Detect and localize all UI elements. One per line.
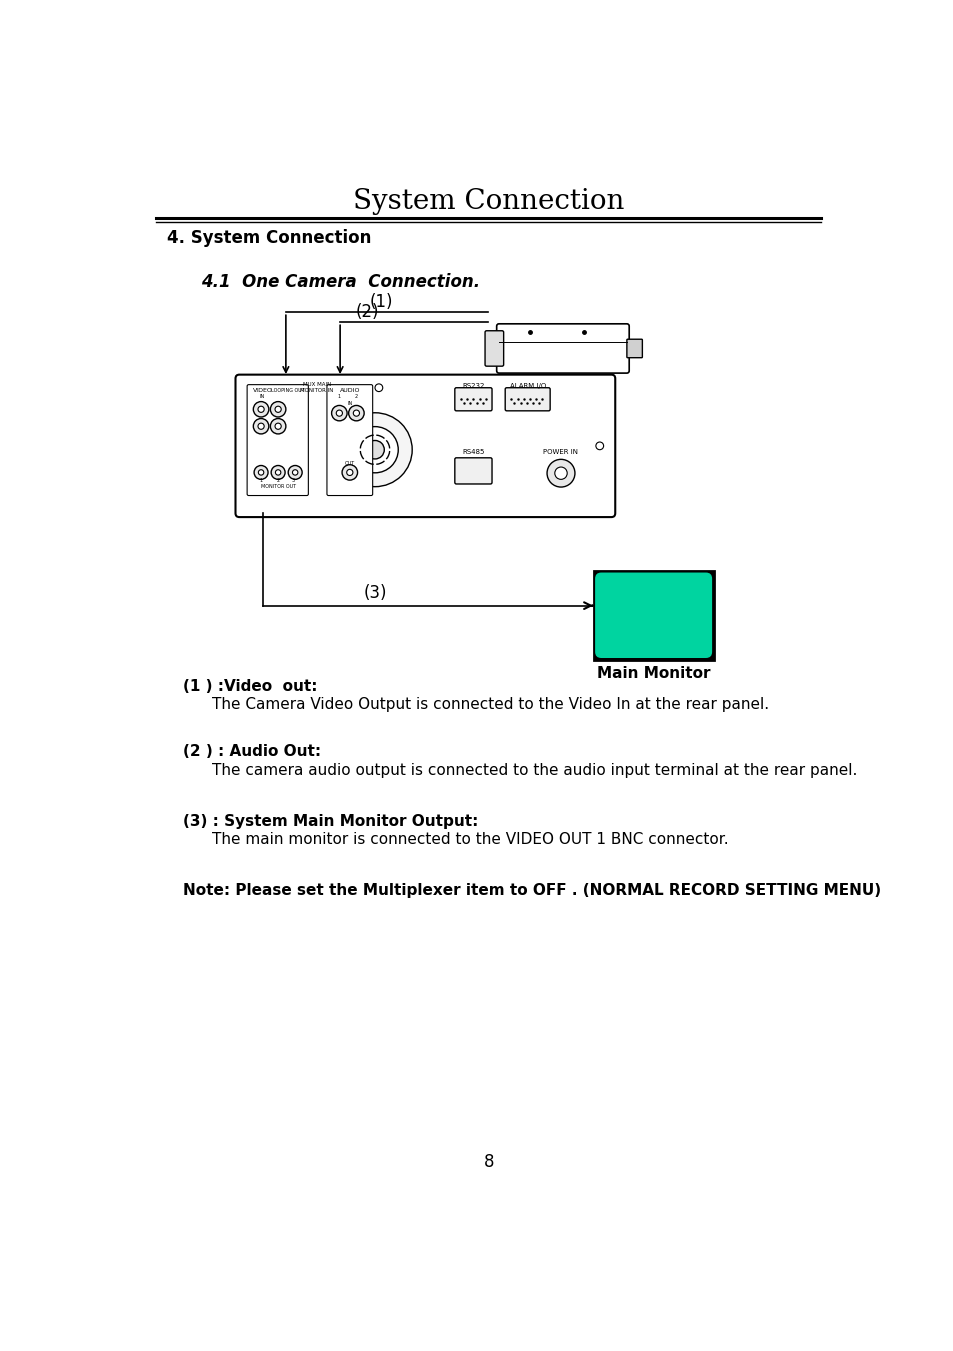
Circle shape [596, 442, 603, 450]
Circle shape [270, 401, 286, 417]
Text: POWER IN: POWER IN [543, 449, 578, 455]
Text: MONITOR OUT: MONITOR OUT [260, 484, 295, 489]
Text: VIDEO: VIDEO [253, 388, 273, 393]
Text: OUT: OUT [344, 461, 355, 466]
Circle shape [257, 423, 264, 430]
Circle shape [337, 413, 412, 486]
FancyBboxPatch shape [484, 331, 503, 366]
Text: MONITOR IN: MONITOR IN [300, 388, 334, 393]
Text: 1: 1 [337, 394, 340, 400]
FancyBboxPatch shape [455, 388, 492, 411]
Text: The Camera Video Output is connected to the Video In at the rear panel.: The Camera Video Output is connected to … [212, 697, 768, 712]
Text: RS232: RS232 [462, 384, 484, 389]
Text: ALARM I/O: ALARM I/O [509, 384, 545, 389]
FancyBboxPatch shape [505, 388, 550, 411]
Circle shape [288, 466, 302, 480]
Circle shape [365, 440, 384, 459]
Bar [593, 571, 713, 659]
Circle shape [270, 419, 286, 434]
Circle shape [348, 405, 364, 422]
Circle shape [353, 411, 359, 416]
Text: System Connection: System Connection [353, 188, 624, 215]
Circle shape [275, 470, 280, 476]
Circle shape [257, 407, 264, 412]
FancyBboxPatch shape [235, 374, 615, 517]
FancyBboxPatch shape [595, 573, 711, 658]
Circle shape [253, 419, 269, 434]
Circle shape [335, 411, 342, 416]
Text: 2: 2 [276, 478, 279, 482]
Text: 2: 2 [355, 394, 357, 400]
Text: The main monitor is connected to the VIDEO OUT 1 BNC connector.: The main monitor is connected to the VID… [212, 832, 728, 847]
Text: Note: Please set the Multiplexer item to OFF . (NORMAL RECORD SETTING MENU): Note: Please set the Multiplexer item to… [183, 882, 880, 898]
Text: (2): (2) [355, 303, 378, 320]
Text: 4. System Connection: 4. System Connection [167, 230, 372, 247]
Text: (1 ) :Video  out:: (1 ) :Video out: [183, 678, 317, 694]
Text: MUX MAIN: MUX MAIN [302, 382, 331, 388]
Text: IN: IN [347, 401, 352, 405]
Text: (1): (1) [369, 293, 393, 311]
FancyBboxPatch shape [247, 385, 308, 496]
Circle shape [258, 470, 264, 476]
Circle shape [253, 401, 269, 417]
Circle shape [546, 459, 575, 488]
Circle shape [332, 405, 347, 422]
Circle shape [274, 407, 281, 412]
Circle shape [375, 384, 382, 392]
Text: (2 ) : Audio Out:: (2 ) : Audio Out: [183, 744, 320, 759]
Text: AUDIO: AUDIO [339, 388, 359, 393]
Text: 8: 8 [483, 1154, 494, 1171]
Circle shape [293, 470, 297, 476]
Circle shape [274, 423, 281, 430]
Text: (3) : System Main Monitor Output:: (3) : System Main Monitor Output: [183, 813, 477, 828]
Circle shape [555, 467, 567, 480]
Text: IN: IN [260, 394, 265, 400]
FancyBboxPatch shape [455, 458, 492, 484]
Circle shape [346, 469, 353, 476]
Text: The camera audio output is connected to the audio input terminal at the rear pan: The camera audio output is connected to … [212, 763, 857, 778]
Text: (3): (3) [363, 584, 386, 601]
Circle shape [342, 465, 357, 480]
Circle shape [352, 427, 397, 473]
Text: 1: 1 [259, 478, 262, 482]
FancyBboxPatch shape [497, 324, 629, 373]
FancyBboxPatch shape [626, 339, 641, 358]
Text: 4.1  One Camera  Connection.: 4.1 One Camera Connection. [200, 273, 479, 292]
Text: Main Monitor: Main Monitor [597, 666, 710, 681]
FancyBboxPatch shape [327, 385, 373, 496]
Circle shape [271, 466, 285, 480]
Text: RS485: RS485 [462, 449, 484, 455]
Text: LOOPING OUT: LOOPING OUT [271, 388, 304, 393]
Circle shape [253, 466, 268, 480]
Text: 3: 3 [292, 478, 294, 482]
